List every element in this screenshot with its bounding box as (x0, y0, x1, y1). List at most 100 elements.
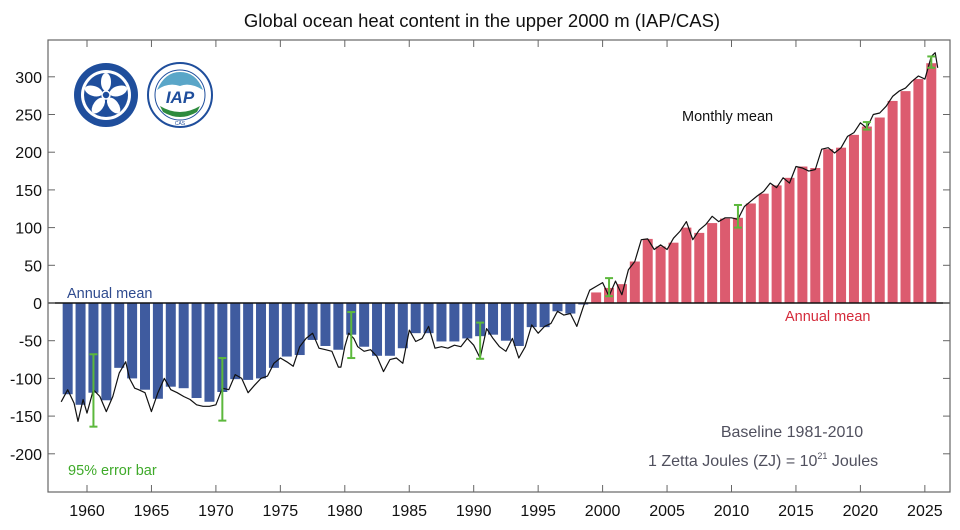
annual-bar-1998 (578, 303, 589, 305)
error-bar (927, 55, 936, 69)
annual-bar-1982 (372, 303, 383, 356)
annual-bar-1973 (256, 303, 267, 379)
annual-bar-1971 (230, 303, 241, 380)
annual-bar-1960 (88, 303, 99, 393)
annual-bar-2021 (874, 117, 885, 304)
annual-bar-1996 (552, 303, 563, 312)
chart-title: Global ocean heat content in the upper 2… (244, 10, 720, 31)
error-bar (89, 353, 98, 428)
annual-bar-1994 (526, 303, 537, 328)
annual-bar-1984 (397, 303, 408, 349)
cas-logo (74, 63, 138, 127)
annual-bar-1992 (500, 303, 511, 341)
annual-bar-1972 (243, 303, 254, 380)
x-tick-label: 1995 (520, 503, 556, 520)
annual-bar-1963 (127, 303, 138, 379)
annual-bar-2002 (629, 261, 640, 303)
annual-bar-1993 (513, 303, 524, 346)
annual-bar-2024 (913, 79, 924, 303)
annual-bar-2025 (926, 63, 937, 304)
annual-bar-1962 (114, 303, 125, 368)
annual-mean-label-negative: Annual mean (67, 286, 152, 302)
annual-bar-1964 (140, 303, 151, 390)
annual-bar-2013 (771, 185, 782, 303)
y-tick-label: 50 (24, 258, 42, 275)
annual-bar-2006 (681, 227, 692, 303)
annual-bar-1981 (359, 303, 370, 347)
y-tick-label: -150 (10, 409, 42, 426)
annual-bar-1997 (565, 303, 576, 314)
error-bar (347, 311, 356, 360)
x-tick-label: 2015 (778, 503, 814, 520)
error-bar (476, 321, 485, 360)
annual-bar-1965 (152, 303, 163, 399)
iap-logo-text: IAP (166, 88, 195, 107)
error-bar (733, 203, 742, 229)
annual-bar-2012 (758, 193, 769, 303)
annual-bar-2014 (784, 177, 795, 303)
y-tick-label: -200 (10, 447, 42, 464)
annual-bar-1967 (178, 303, 189, 389)
y-tick-label: 150 (15, 183, 42, 200)
annual-bar-1966 (165, 303, 176, 387)
monthly-line-group (60, 52, 939, 422)
annual-bar-2020 (861, 126, 872, 304)
annual-bar-1990 (475, 303, 486, 337)
annual-bar-2010 (732, 217, 743, 303)
baseline-label: Baseline 1981-2010 (721, 424, 863, 441)
unit-suffix: Joules (827, 453, 878, 470)
annual-bar-2007 (694, 232, 705, 303)
x-tick-label: 1965 (134, 503, 170, 520)
annual-bar-1978 (320, 303, 331, 346)
annual-bar-1979 (333, 303, 344, 350)
annual-bar-1987 (436, 303, 447, 342)
x-tick-label: 2005 (649, 503, 685, 520)
annual-bar-1977 (307, 303, 318, 340)
annual-bar-1991 (488, 303, 499, 335)
unit-label: 1 Zetta Joules (ZJ) = 1021 Joules (648, 451, 878, 470)
annual-bar-1968 (191, 303, 202, 399)
annual-bar-2018 (836, 147, 847, 303)
y-tick-label: -100 (10, 371, 42, 388)
annual-bar-1958 (62, 303, 73, 395)
annual-bar-1983 (384, 303, 395, 356)
error-bars (89, 55, 936, 428)
y-tick-label: 100 (15, 221, 42, 238)
x-tick-label: 2025 (907, 503, 943, 520)
annual-bar-1974 (268, 303, 279, 368)
x-tick-label: 2020 (843, 503, 879, 520)
annual-bar-2015 (797, 166, 808, 303)
annual-bar-1969 (204, 303, 215, 402)
annual-bar-1959 (75, 303, 86, 405)
error-bar-label: 95% error bar (68, 463, 157, 479)
unit-exponent: 21 (817, 451, 827, 461)
annual-bar-1970 (217, 303, 228, 392)
annual-bar-2016 (810, 168, 821, 303)
y-tick-label: 0 (33, 296, 42, 313)
annual-bar-2009 (720, 218, 731, 303)
annual-bar-1985 (410, 303, 421, 334)
annual-bar-1975 (281, 303, 292, 357)
annual-bar-2011 (745, 203, 756, 303)
annual-bar-2023 (900, 91, 911, 303)
monthly-mean-label: Monthly mean (682, 109, 773, 125)
x-tick-label: 1985 (391, 503, 427, 520)
y-tick-label: 300 (15, 70, 42, 87)
axes: 1960 1965 1970 1975 1980 1985 1990 1995 2000 2005… (10, 39, 951, 520)
annual-bar-2019 (848, 134, 859, 303)
annual-bar-1995 (539, 303, 550, 328)
y-tick-label: 250 (15, 108, 42, 125)
x-tick-label: 1990 (456, 503, 492, 520)
annual-bars (62, 63, 937, 405)
x-tick-label: 2000 (585, 503, 621, 520)
annual-bar-2017 (823, 149, 834, 303)
annual-bar-2022 (887, 100, 898, 303)
annual-bar-2005 (668, 242, 679, 303)
y-tick-label: 200 (15, 145, 42, 162)
x-tick-label: 1970 (198, 503, 234, 520)
error-bar (605, 277, 614, 298)
plot-frame (47, 39, 951, 493)
annual-bar-1961 (101, 303, 112, 401)
annual-bar-2004 (655, 246, 666, 303)
